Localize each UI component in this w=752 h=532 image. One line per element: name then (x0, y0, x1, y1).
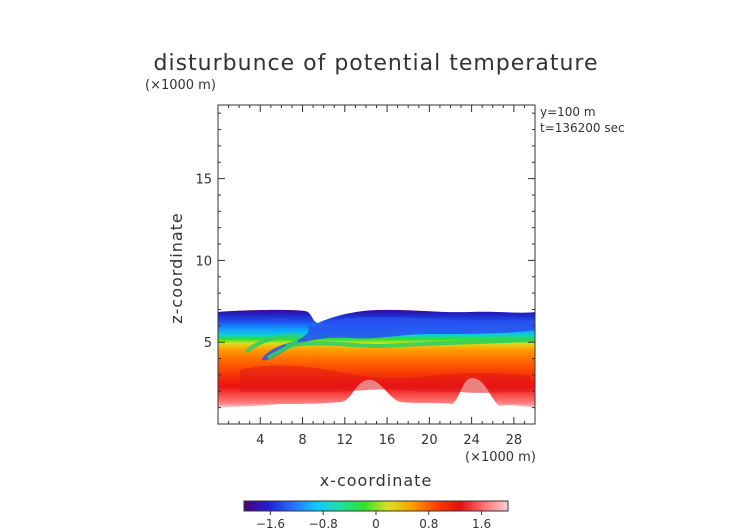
x-units-label: (×1000 m) (465, 450, 536, 465)
colorbar-tick-labels: −1.6 −0.8 0 0.8 1.6 (256, 517, 491, 531)
colorbar-tick-label: −0.8 (309, 517, 338, 531)
colorbar-tick-label: 0 (372, 517, 380, 531)
x-tick-label: 16 (379, 433, 396, 448)
x-tick-label: 12 (337, 433, 354, 448)
z-units-label: (×1000 m) (145, 78, 216, 93)
colorbar-tick-label: 1.6 (472, 517, 491, 531)
field-layer (218, 309, 535, 408)
axis-ticks (218, 105, 535, 424)
x-axis-label: x-coordinate (320, 471, 433, 490)
chart-title: disturbunce of potential temperature (154, 51, 599, 76)
y-tick-label: 15 (195, 173, 212, 188)
y-tick-label: 10 (195, 254, 212, 269)
y-tick-labels: 5 10 15 (195, 173, 212, 352)
x-tick-labels: 4 8 12 16 20 24 28 (256, 433, 522, 448)
x-tick-label: 8 (298, 433, 306, 448)
colorbar (243, 500, 509, 515)
x-tick-label: 20 (421, 433, 438, 448)
info-line-y: y=100 m (540, 105, 596, 119)
cold-intrusion (250, 317, 535, 361)
x-tick-label: 28 (506, 433, 523, 448)
colorbar-tick-label: −1.6 (256, 517, 285, 531)
colorbar-gradient (243, 500, 509, 512)
y-axis-label: z-coordinate (167, 212, 186, 324)
y-tick-label: 5 (204, 336, 212, 351)
info-line-t: t=136200 sec (540, 121, 625, 135)
zero-band (244, 333, 535, 360)
x-tick-label: 4 (256, 433, 264, 448)
warm-core (240, 365, 530, 393)
colorbar-tick-label: 0.8 (419, 517, 438, 531)
x-tick-label: 24 (463, 433, 480, 448)
